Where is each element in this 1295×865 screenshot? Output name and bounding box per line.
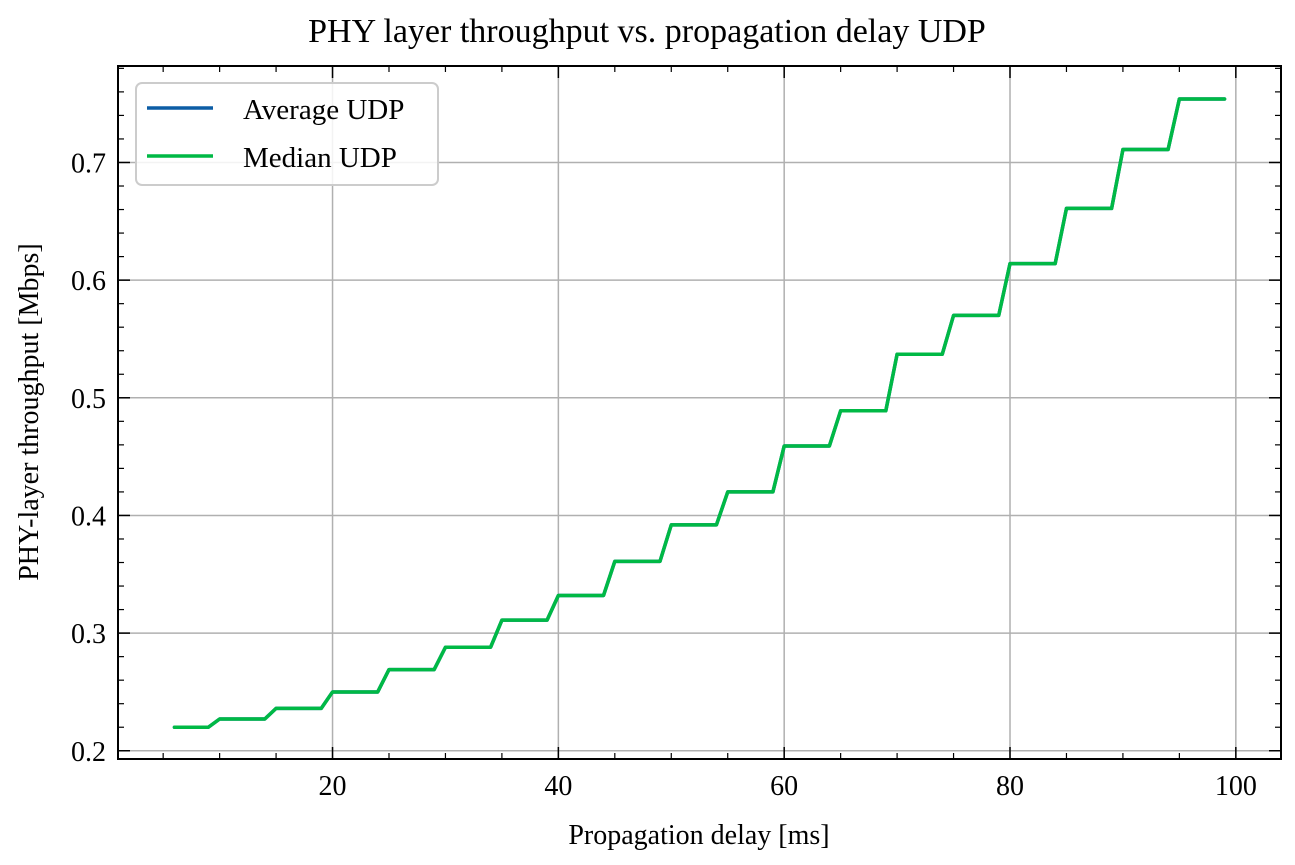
y-axis-label: PHY-layer throughput [Mbps] [14,243,45,581]
axis-ticks [118,66,1281,759]
x-tick-label: 100 [1215,771,1257,802]
x-tick-label: 60 [770,771,798,802]
chart-title: PHY layer throughput vs. propagation del… [308,13,986,50]
x-axis-label: Propagation delay [ms] [568,820,829,851]
series-line-median-udp [172,97,1227,729]
y-tick-label: 0.6 [71,266,106,297]
legend: Average UDP Median UDP [135,82,439,186]
legend-label-median-udp: Median UDP [243,142,397,174]
x-tick-label: 20 [319,771,347,802]
y-tick-label: 0.3 [71,619,106,650]
series-layer [172,97,1227,729]
tick-labels: 20 40 60 80 100 0.2 0.3 0.4 0.5 0.6 0.7 [71,148,1257,802]
y-tick-label: 0.7 [71,148,106,179]
x-tick-label: 80 [996,771,1024,802]
y-tick-label: 0.5 [71,384,106,415]
y-tick-label: 0.2 [71,737,106,768]
plot-frame [117,65,1282,760]
legend-label-average-udp: Average UDP [243,94,404,126]
y-tick-label: 0.4 [71,501,106,532]
x-tick-label: 40 [544,771,572,802]
